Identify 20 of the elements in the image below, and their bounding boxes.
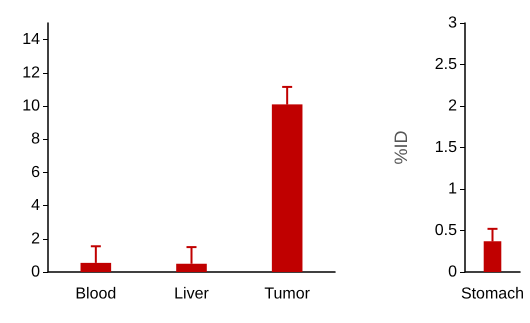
x-tick-label: Blood	[75, 286, 116, 302]
y-tick-label: 2	[448, 98, 458, 114]
y-tick-label: 1.5	[434, 139, 458, 156]
y-tick-label: 12	[22, 64, 40, 82]
y-axis-title: %ID	[391, 130, 411, 165]
y-tick-label: 10	[22, 98, 40, 114]
y-tick-label: 0	[31, 264, 40, 280]
y-tick-label: 1	[448, 180, 458, 198]
y-tick-label: 2	[31, 230, 40, 248]
y-tick-label: 0	[448, 264, 458, 280]
y-tick-label: 14	[22, 31, 40, 48]
y-tick-label: 3	[448, 14, 458, 32]
x-tick-label: Liver	[174, 286, 210, 302]
x-tick-label: Tumor	[264, 286, 311, 302]
y-tick-label: 4	[31, 197, 40, 214]
y-tick-label: 6	[31, 164, 40, 181]
y-tick-label: 2.5	[434, 56, 458, 73]
x-tick-label: Stomach	[460, 286, 524, 302]
y-tick-label: 0.5	[434, 222, 458, 239]
y-tick-label: 8	[31, 130, 40, 148]
